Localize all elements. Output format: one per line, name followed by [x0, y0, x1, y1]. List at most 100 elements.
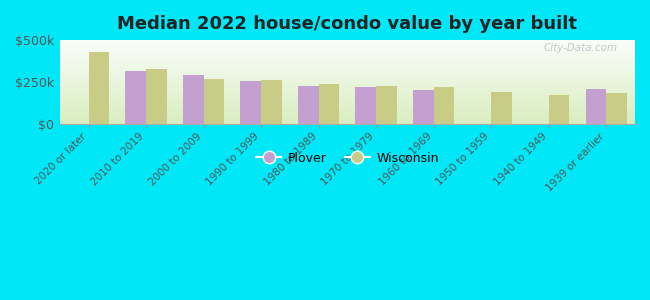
- Bar: [60, 86, 635, 87]
- Bar: [60, 83, 635, 84]
- Bar: [60, 120, 635, 121]
- Bar: [240, 81, 261, 124]
- Bar: [60, 99, 635, 100]
- Bar: [60, 89, 635, 90]
- Bar: [60, 53, 635, 54]
- Bar: [60, 118, 635, 119]
- Bar: [60, 95, 635, 96]
- Bar: [125, 71, 146, 124]
- Bar: [60, 52, 635, 53]
- Bar: [60, 91, 635, 92]
- Bar: [60, 77, 635, 78]
- Bar: [60, 40, 635, 41]
- Bar: [60, 75, 635, 76]
- Bar: [60, 46, 635, 47]
- Bar: [60, 113, 635, 114]
- Bar: [60, 81, 635, 82]
- Bar: [60, 87, 635, 88]
- Bar: [60, 67, 635, 68]
- Bar: [356, 87, 376, 124]
- Bar: [203, 79, 224, 124]
- Bar: [60, 55, 635, 56]
- Bar: [60, 82, 635, 83]
- Bar: [60, 90, 635, 91]
- Bar: [60, 100, 635, 101]
- Bar: [60, 121, 635, 122]
- Bar: [60, 54, 635, 55]
- Bar: [60, 92, 635, 93]
- Bar: [60, 84, 635, 85]
- Bar: [60, 88, 635, 89]
- Bar: [60, 107, 635, 108]
- Bar: [60, 110, 635, 111]
- Bar: [60, 109, 635, 110]
- Bar: [60, 47, 635, 48]
- Bar: [60, 79, 635, 80]
- Bar: [60, 117, 635, 118]
- Bar: [60, 116, 635, 117]
- Bar: [60, 62, 635, 63]
- Bar: [60, 44, 635, 45]
- Bar: [60, 111, 635, 112]
- Bar: [261, 80, 282, 124]
- Bar: [60, 58, 635, 59]
- Bar: [183, 75, 203, 124]
- Bar: [60, 63, 635, 64]
- Bar: [60, 70, 635, 71]
- Bar: [60, 42, 635, 43]
- Bar: [60, 101, 635, 102]
- Bar: [60, 74, 635, 75]
- Bar: [60, 105, 635, 106]
- Bar: [434, 87, 454, 124]
- Bar: [60, 106, 635, 107]
- Bar: [60, 41, 635, 42]
- Bar: [413, 90, 434, 124]
- Bar: [318, 84, 339, 124]
- Bar: [60, 85, 635, 86]
- Bar: [60, 73, 635, 74]
- Bar: [549, 95, 569, 124]
- Legend: Plover, Wisconsin: Plover, Wisconsin: [251, 147, 444, 170]
- Bar: [60, 61, 635, 62]
- Bar: [60, 45, 635, 46]
- Bar: [606, 93, 627, 124]
- Bar: [60, 49, 635, 50]
- Bar: [60, 76, 635, 77]
- Bar: [60, 59, 635, 60]
- Bar: [60, 103, 635, 104]
- Bar: [298, 86, 318, 124]
- Title: Median 2022 house/condo value by year built: Median 2022 house/condo value by year bu…: [118, 15, 577, 33]
- Bar: [376, 86, 397, 124]
- Bar: [60, 72, 635, 73]
- Bar: [60, 71, 635, 72]
- Bar: [60, 78, 635, 79]
- Bar: [60, 114, 635, 115]
- Text: City-Data.com: City-Data.com: [543, 43, 618, 52]
- Bar: [60, 104, 635, 105]
- Bar: [146, 69, 167, 124]
- Bar: [60, 66, 635, 67]
- Bar: [60, 69, 635, 70]
- Bar: [60, 100, 635, 101]
- Bar: [60, 119, 635, 120]
- Bar: [60, 56, 635, 57]
- Bar: [491, 92, 512, 124]
- Bar: [60, 85, 635, 86]
- Bar: [60, 50, 635, 51]
- Bar: [60, 115, 635, 116]
- Bar: [60, 102, 635, 103]
- Bar: [60, 48, 635, 49]
- Bar: [60, 96, 635, 97]
- Bar: [60, 64, 635, 65]
- Bar: [60, 108, 635, 109]
- Bar: [60, 112, 635, 113]
- Bar: [88, 52, 109, 124]
- Bar: [60, 94, 635, 95]
- Bar: [60, 57, 635, 58]
- Bar: [60, 51, 635, 52]
- Bar: [60, 123, 635, 124]
- Bar: [60, 122, 635, 123]
- Bar: [60, 97, 635, 98]
- Bar: [60, 68, 635, 69]
- Bar: [586, 89, 606, 124]
